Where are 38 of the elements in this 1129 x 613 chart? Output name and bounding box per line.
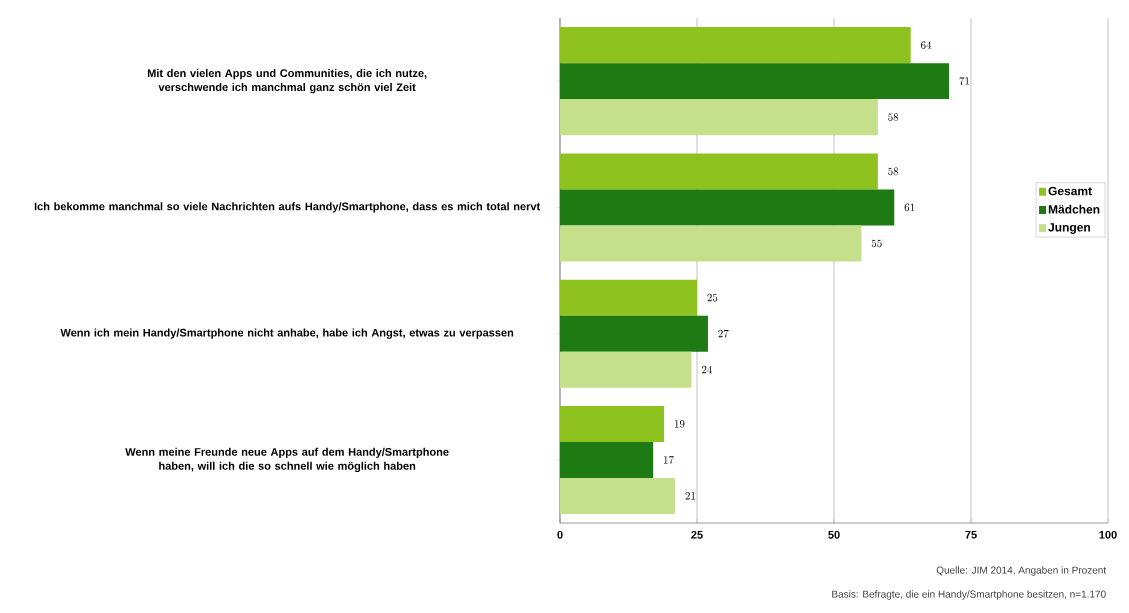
y-tick-label: Wenn ich mein Handy/Smartphone nicht anhabe, habe ich Angst, etwas zu verpassen — [60, 328, 514, 339]
data-label: 61 — [904, 203, 915, 212]
data-label: 55 — [871, 239, 882, 248]
data-label: 25 — [707, 293, 718, 302]
text: Basis: Befragte, die ein Handy/Smartphone besitzen, n=1.170 — [832, 590, 1106, 600]
data-label: 58 — [888, 113, 899, 121]
x-tick-label: 75 — [965, 530, 977, 539]
x-tick-label: 0 — [557, 530, 563, 539]
data-label: 17 — [664, 456, 674, 464]
source-note: Quelle: JIM 2014, Angaben in Prozent — [936, 566, 1107, 576]
data-label: 64 — [921, 41, 932, 49]
bar — [560, 63, 950, 100]
y-tick-label: Wenn meine Freunde neue Apps auf dem Handy/Smartphone haben, will ich die so schnell wie möglich haben — [125, 447, 449, 473]
x-tick-label: 25 — [691, 530, 703, 539]
data-label: 21 — [685, 492, 695, 500]
bar — [560, 153, 878, 190]
bar — [560, 279, 697, 316]
data-label: 71 — [959, 77, 970, 85]
bar — [560, 27, 911, 64]
legend-label: Jungen — [1048, 223, 1090, 234]
legend-label: Gesamt — [1048, 186, 1092, 196]
data-label: 19 — [674, 420, 685, 428]
bar — [560, 189, 895, 226]
data-label: 27 — [718, 329, 729, 338]
y-tick-label: Mit den vielen Apps und Communities, die ich nutze, verschwende ich manchmal ganz schön viel Zeit — [147, 68, 427, 94]
bar — [560, 405, 665, 442]
legend-label: Mädchen — [1048, 204, 1100, 214]
bar — [560, 315, 708, 352]
x-tick-label: 50 — [828, 530, 840, 539]
data-label: 58 — [888, 167, 899, 176]
x-tick-label: 100 — [1099, 530, 1117, 539]
bar — [560, 477, 676, 514]
bar — [560, 351, 692, 388]
data-label: 24 — [701, 365, 713, 374]
y-tick-label: Ich bekomme manchmal so viele Nachrichten aufs Handy/Smartphone, dass es mich total nervt — [34, 202, 541, 213]
bar — [560, 441, 654, 478]
bar — [560, 225, 862, 262]
bar — [560, 99, 878, 136]
